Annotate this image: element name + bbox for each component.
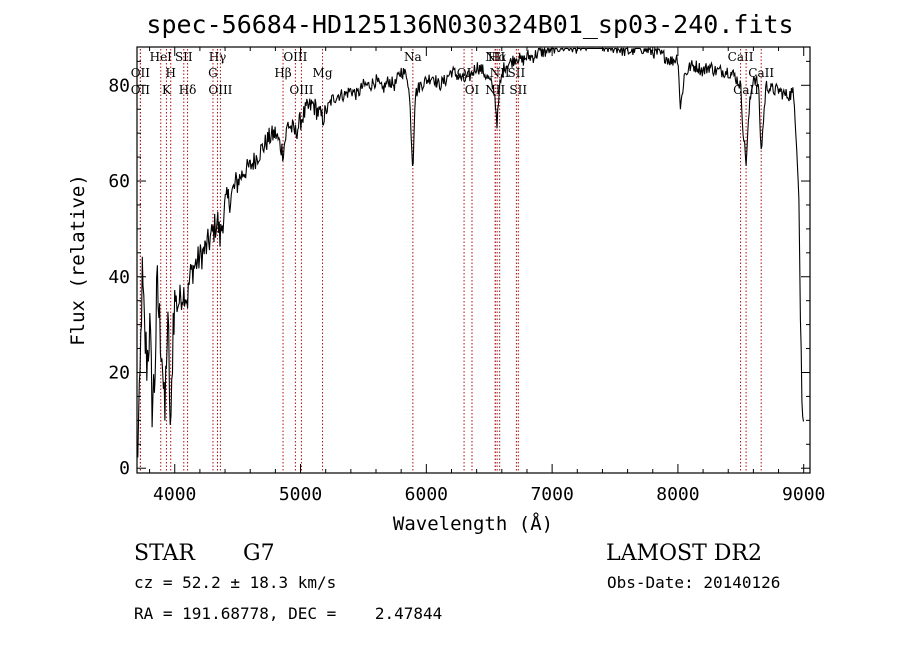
line-label: CaII: [728, 50, 754, 64]
x-tick-label: 5000: [279, 484, 322, 505]
survey-name: LAMOST DR2: [606, 541, 762, 566]
object-subclass: G7: [243, 541, 275, 566]
line-label: Na: [404, 50, 422, 64]
line-label: G: [208, 66, 218, 80]
line-label: OII: [131, 83, 151, 97]
x-tick-label: 7000: [530, 484, 573, 505]
y-tick-label: 80: [108, 75, 130, 96]
y-tick-label: 20: [108, 362, 130, 383]
line-label: Hγ: [209, 50, 227, 64]
spectral-line-markers: OIIOIIHeIHKSIIHδHγGOIIIOIIIHβOIIIMgNaOIO…: [131, 49, 774, 473]
spectrum-line: [136, 46, 805, 458]
y-tick-label: 0: [119, 458, 130, 479]
x-axis-label: Wavelength (Å): [393, 512, 553, 535]
line-label: HeI: [150, 50, 173, 64]
line-label: OIII: [289, 83, 313, 97]
line-label: SII: [175, 50, 193, 64]
line-label: Mg: [313, 66, 333, 80]
x-tick-label: 9000: [782, 484, 825, 505]
line-label: CaII: [748, 66, 774, 80]
x-tick-label: 6000: [405, 484, 448, 505]
line-label: Hβ: [274, 66, 291, 80]
line-label: SII: [509, 83, 527, 97]
radec-text: RA = 191.68778, DEC = 2.47844: [134, 604, 442, 623]
axes: 4000 5000 6000 7000 8000 9000 0 20 40 60 80: [108, 47, 825, 505]
y-axis-label: Flux (relative): [67, 174, 89, 346]
line-label: SII: [508, 66, 526, 80]
spectrum-plot: [136, 46, 805, 458]
line-label: K: [162, 83, 172, 97]
obs-date-text: Obs-Date: 20140126: [607, 573, 780, 592]
line-label: Hδ: [179, 83, 197, 97]
line-label: OIII: [208, 83, 232, 97]
x-tick-label: 4000: [153, 484, 196, 505]
object-class: STAR: [134, 541, 196, 566]
redshift-text: cz = 52.2 ± 18.3 km/s: [134, 573, 336, 592]
chart-title: spec-56684-HD125136N030324B01_sp03-240.f…: [146, 10, 793, 39]
line-label: NII: [485, 83, 505, 97]
x-tick-label: 8000: [656, 484, 699, 505]
line-label: H: [165, 66, 175, 80]
line-label: OI: [465, 83, 480, 97]
y-tick-label: 60: [108, 171, 130, 192]
line-label: Hα: [488, 50, 507, 64]
line-label: OIII: [283, 50, 307, 64]
line-label: OII: [131, 66, 151, 80]
plot-frame: [136, 46, 811, 474]
y-tick-label: 40: [108, 267, 130, 288]
